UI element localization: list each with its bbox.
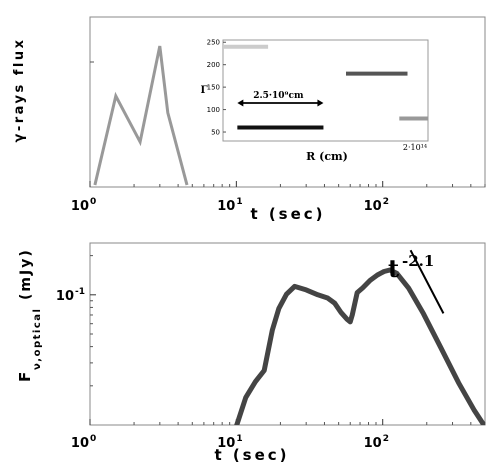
top-x-tick-label: 10 2 <box>364 197 389 214</box>
bottom-x-tick-label-exp: 0 <box>90 434 96 444</box>
top-x-tick-label-base: 10 <box>217 199 235 214</box>
bottom-x-tick-label-base: 10 <box>71 436 89 451</box>
inset-x-corner-label: 2·10¹⁴ <box>403 143 427 152</box>
inset-y-tick-label: 100 <box>207 106 220 114</box>
bottom-x-axis-label: t (sec) <box>214 446 289 464</box>
top-x-tick-label: 10 1 <box>217 197 242 214</box>
inset-scale-arrow-left-head <box>237 99 244 107</box>
power-law-annotation-base: t <box>388 254 399 283</box>
bottom-x-tick-label: 10 1 <box>217 434 242 451</box>
bottom-y-axis-label-unit: (mJy) <box>18 248 34 300</box>
inset-scale-label: 2.5·10⁹cm <box>253 91 304 101</box>
bottom-x-tick-label-base: 10 <box>364 436 382 451</box>
bottom-y-axis-label-main: F <box>16 372 34 382</box>
top-x-tick-label-base: 10 <box>364 199 382 214</box>
inset-scale-arrow-right-head <box>317 99 324 107</box>
bottom-y-tick-label-base: 10 <box>56 289 74 304</box>
bottom-x-tick-label: 10 2 <box>364 434 389 451</box>
top-x-tick-label: 10 0 <box>71 197 96 214</box>
bottom-y-tick-label-exp: -1 <box>75 287 85 297</box>
top-plot-frame <box>89 16 486 188</box>
bottom-plot-frame <box>89 242 486 426</box>
power-law-annotation: t -2.1 <box>388 252 434 283</box>
top-x-tick-label-base: 10 <box>71 199 89 214</box>
inset-y-tick-label: 200 <box>207 61 220 69</box>
top-x-tick-label-exp: 0 <box>90 197 96 207</box>
inset-y-tick-label: 150 <box>207 84 220 92</box>
bottom-x-tick-label-base: 10 <box>217 436 235 451</box>
bottom-x-tick-label-exp: 1 <box>236 434 242 444</box>
inset-y-tick-label: 50 <box>211 129 220 137</box>
bottom-y-tick-label: 10 -1 <box>56 287 85 304</box>
inset-y-axis-label: Γ <box>200 85 207 96</box>
bottom-y-axis-label-sub: ν,optical <box>32 308 43 370</box>
power-law-fit-line <box>409 249 445 314</box>
optical-flux-line <box>234 267 485 425</box>
bottom-x-tick-label: 10 0 <box>71 434 96 451</box>
bottom-y-axis-label: Fν,optical (mJy) <box>16 248 43 382</box>
top-x-tick-label-exp: 1 <box>236 197 242 207</box>
top-x-axis-label: t (sec) <box>250 205 325 223</box>
gamma-ray-flux-line <box>93 45 189 186</box>
top-y-axis-label: γ-rays flux <box>12 37 27 142</box>
inset-x-axis-label: R (cm) <box>306 150 348 163</box>
power-law-annotation-exp: -2.1 <box>402 252 434 270</box>
bottom-x-tick-label-exp: 2 <box>383 434 389 444</box>
top-x-tick-label-exp: 2 <box>383 197 389 207</box>
inset-frame <box>222 39 429 142</box>
inset-y-tick-label: 250 <box>207 39 220 47</box>
